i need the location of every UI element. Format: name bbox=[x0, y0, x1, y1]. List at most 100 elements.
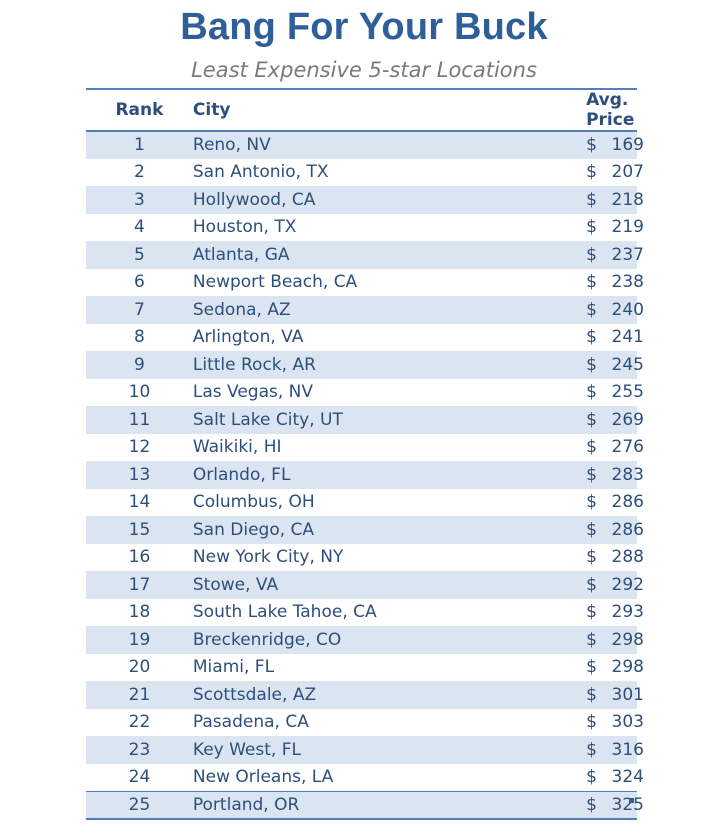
price-cell: 293 bbox=[611, 602, 644, 623]
price-cell: 276 bbox=[611, 437, 644, 458]
city-cell: Orlando, FL bbox=[192, 464, 291, 485]
city-cell: Newport Beach, CA bbox=[192, 272, 358, 293]
city-cell: Key West, FL bbox=[192, 739, 301, 760]
rank-cell: 6 bbox=[134, 272, 145, 293]
rank-cell: 1 bbox=[134, 135, 145, 156]
ranking-table: Rank City Avg. Price 1 Reno, NV $169 2 San A… bbox=[86, 88, 644, 820]
city-cell: Sedona, AZ bbox=[192, 299, 291, 320]
table-row: 21 Scottsdale, AZ $301 bbox=[86, 681, 644, 709]
city-cell: Las Vegas, NV bbox=[192, 382, 314, 403]
ranking-table-container: Rank City Avg. Price 1 Reno, NV $169 2 San A… bbox=[86, 88, 644, 820]
city-cell: Little Rock, AR bbox=[192, 354, 316, 375]
price-cell: 241 bbox=[611, 327, 644, 348]
rank-cell: 4 bbox=[134, 217, 145, 238]
currency-cell: $ bbox=[586, 162, 597, 183]
currency-cell: $ bbox=[586, 574, 597, 595]
table-row: 4 Houston, TX $219 bbox=[86, 213, 644, 241]
table-row: 3 Hollywood, CA $218 bbox=[86, 186, 644, 214]
table-row: 12 Waikiki, HI $276 bbox=[86, 433, 644, 461]
rank-cell: 10 bbox=[128, 382, 151, 403]
city-cell: Columbus, OH bbox=[192, 492, 315, 513]
rank-cell: 17 bbox=[128, 574, 151, 595]
header-row: Rank City Avg. Price bbox=[86, 89, 637, 131]
rank-cell: 7 bbox=[134, 299, 145, 320]
city-cell: South Lake Tahoe, CA bbox=[192, 602, 377, 623]
table-row: 15 San Diego, CA $286 bbox=[86, 516, 644, 544]
price-cell: 325 bbox=[611, 794, 644, 815]
table-row: 11 Salt Lake City, UT $269 bbox=[86, 406, 644, 434]
currency-cell: $ bbox=[586, 135, 597, 156]
rank-cell: 9 bbox=[134, 354, 145, 375]
rank-cell: 8 bbox=[134, 327, 145, 348]
city-cell: Reno, NV bbox=[192, 135, 271, 156]
city-cell: Hollywood, CA bbox=[192, 189, 316, 210]
table-row: 5 Atlanta, GA $237 bbox=[86, 241, 644, 269]
currency-cell: $ bbox=[586, 299, 597, 320]
city-cell: Pasadena, CA bbox=[192, 712, 309, 733]
city-cell: San Antonio, TX bbox=[192, 162, 329, 183]
city-cell: New York City, NY bbox=[192, 547, 344, 568]
rank-cell: 22 bbox=[128, 712, 151, 733]
rank-cell: 14 bbox=[128, 492, 151, 513]
rank-cell: 2 bbox=[134, 162, 145, 183]
rank-cell: 24 bbox=[128, 767, 151, 787]
rank-cell: 16 bbox=[128, 547, 151, 568]
table-body: 1 Reno, NV $169 2 San Antonio, TX $207 3 Hollyw… bbox=[86, 131, 644, 819]
city-cell: New Orleans, LA bbox=[192, 767, 334, 787]
price-cell: 298 bbox=[611, 657, 644, 678]
price-cell: 288 bbox=[611, 547, 644, 568]
currency-cell: $ bbox=[586, 684, 597, 705]
price-cell: 301 bbox=[611, 684, 644, 705]
table-row: 2 San Antonio, TX $207 bbox=[86, 158, 644, 186]
city-cell: Scottsdale, AZ bbox=[192, 684, 317, 705]
rank-cell: 19 bbox=[128, 629, 151, 650]
table-row: 20 Miami, FL $298 bbox=[86, 653, 644, 681]
price-cell: 169 bbox=[611, 135, 644, 156]
price-cell: 283 bbox=[611, 464, 644, 485]
table-row: 7 Sedona, AZ $240 bbox=[86, 296, 644, 324]
page-title: Bang For Your Buck bbox=[180, 6, 548, 48]
price-cell: 292 bbox=[611, 574, 644, 595]
currency-cell: $ bbox=[586, 712, 597, 733]
rank-cell: 12 bbox=[128, 437, 151, 458]
page-subtitle: Least Expensive 5-star Locations bbox=[191, 58, 537, 82]
currency-cell: $ bbox=[586, 437, 597, 458]
currency-cell: $ bbox=[586, 657, 597, 678]
table-row: 6 Newport Beach, CA $238 bbox=[86, 268, 644, 296]
currency-cell: $ bbox=[586, 272, 597, 293]
table-row: 1 Reno, NV $169 bbox=[86, 131, 644, 159]
price-cell: 298 bbox=[611, 629, 644, 650]
table-row: 23 Key West, FL $316 bbox=[86, 736, 644, 764]
currency-cell: $ bbox=[586, 189, 597, 210]
currency-cell: $ bbox=[586, 354, 597, 375]
price-cell: 316 bbox=[611, 739, 644, 760]
table-row: 19 Breckenridge, CO $298 bbox=[86, 626, 644, 654]
table-row: 17 Stowe, VA $292 bbox=[86, 571, 644, 599]
table-row: 25 Portland, OR $325 bbox=[86, 791, 644, 819]
rank-cell: 15 bbox=[128, 519, 151, 540]
currency-cell: $ bbox=[586, 629, 597, 650]
city-cell: Atlanta, GA bbox=[192, 244, 290, 265]
price-cell: 238 bbox=[611, 272, 644, 293]
currency-cell: $ bbox=[586, 409, 597, 430]
currency-cell: $ bbox=[586, 602, 597, 623]
price-cell: 324 bbox=[611, 767, 644, 787]
table-row: 18 South Lake Tahoe, CA $293 bbox=[86, 598, 644, 626]
price-cell: 240 bbox=[611, 299, 644, 320]
table-header: Rank City Avg. Price bbox=[86, 89, 637, 131]
selection-handle[interactable] bbox=[629, 798, 634, 803]
rank-cell: 13 bbox=[128, 464, 151, 485]
table-row: 16 New York City, NY $288 bbox=[86, 543, 644, 571]
table-row: 10 Las Vegas, NV $255 bbox=[86, 378, 644, 406]
price-cell: 303 bbox=[611, 712, 644, 733]
price-cell: 245 bbox=[611, 354, 644, 375]
table-row: 24 New Orleans, LA $324 bbox=[86, 763, 644, 791]
rank-cell: 25 bbox=[128, 794, 151, 815]
currency-cell: $ bbox=[586, 739, 597, 760]
city-cell: Waikiki, HI bbox=[192, 437, 282, 458]
currency-cell: $ bbox=[586, 244, 597, 265]
currency-cell: $ bbox=[586, 492, 597, 513]
rank-cell: 3 bbox=[134, 189, 145, 210]
price-cell: 219 bbox=[611, 217, 644, 238]
price-cell: 207 bbox=[611, 162, 644, 183]
